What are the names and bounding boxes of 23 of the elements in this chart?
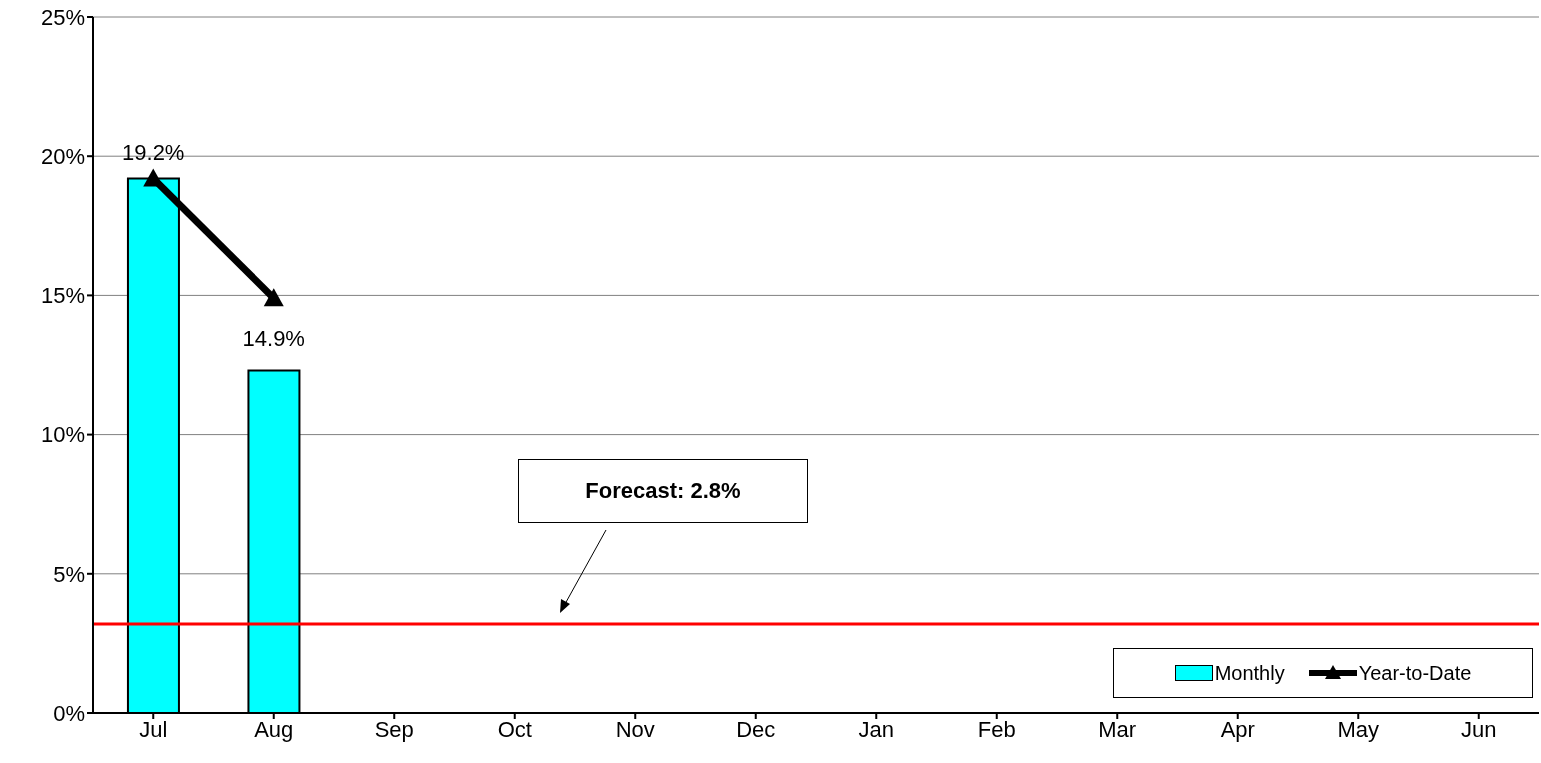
x-tick-label: Jan [858,716,894,742]
x-tick-label: May [1337,716,1380,742]
y-tick-label: 20% [40,144,85,170]
annotation: Forecast: 2.8% [584,478,742,504]
y-tick-label: 25% [40,4,85,30]
x-tick-label: Aug [254,716,294,742]
x-tick-label: Sep [374,716,414,742]
x-tick-label: Dec [736,716,776,742]
y-tick-label: 0% [53,700,85,726]
y-tick-label: 5% [53,561,85,587]
x-tick-label: Feb [977,716,1016,742]
x-tick-label: Apr [1220,716,1255,742]
legend-label: Year-to-Date [1357,661,1472,685]
x-tick-label: Oct [497,716,532,742]
y-tick-label: 15% [40,283,85,309]
data-label: 19.2% [122,140,185,166]
x-tick-label: Jun [1461,716,1497,742]
x-tick-label: Jul [139,716,168,742]
y-tick-label: 10% [40,422,85,448]
legend-label: Monthly [1213,661,1285,685]
x-tick-label: Mar [1098,716,1137,742]
x-tick-label: Nov [615,716,655,742]
data-label: 14.9% [242,326,305,352]
